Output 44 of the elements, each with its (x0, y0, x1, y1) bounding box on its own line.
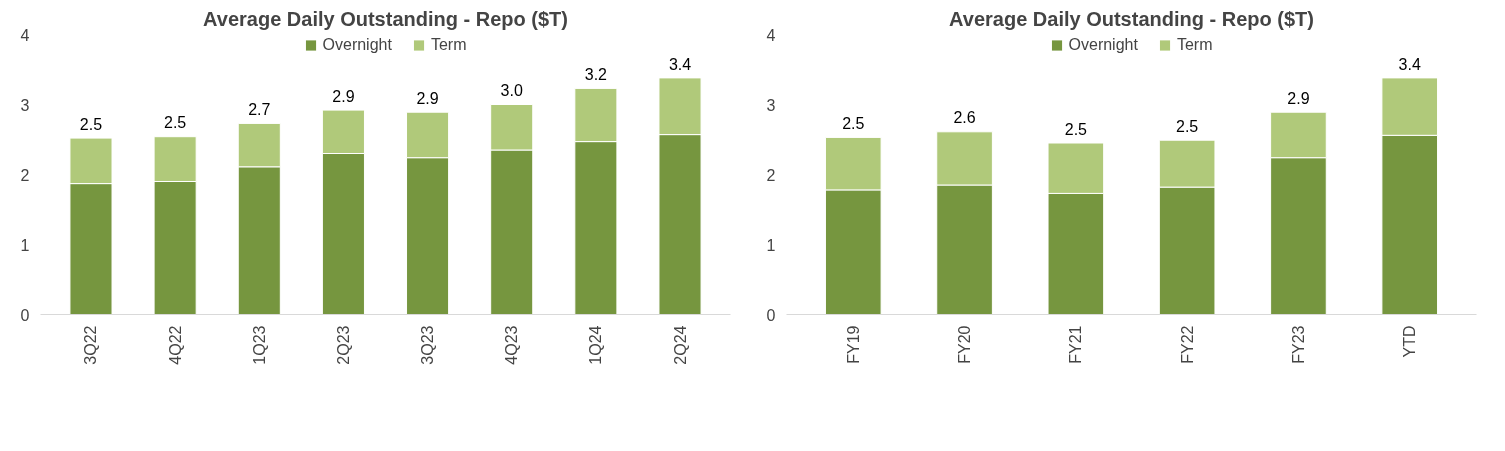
x-tick-label: FY19 (844, 325, 862, 364)
legend-label: Term (430, 36, 467, 54)
y-tick-label: 4 (20, 26, 30, 44)
x-tick-label: 3Q22 (82, 325, 100, 365)
total-label: 2.9 (1287, 89, 1310, 107)
x-tick-label: YTD (1401, 325, 1419, 358)
total-label: 3.0 (500, 82, 523, 100)
x-tick-label: FY20 (956, 325, 974, 364)
total-label: 3.4 (1398, 55, 1421, 73)
total-label: 3.2 (584, 66, 608, 83)
x-tick-label: FY23 (1289, 325, 1307, 364)
total-label: 2.5 (79, 115, 103, 133)
x-tick-label: 1Q23 (250, 325, 268, 365)
x-tick-label: 4Q22 (166, 325, 184, 365)
x-tick-label: 2Q23 (334, 325, 352, 365)
x-tick-label: FY21 (1067, 325, 1085, 364)
total-label: 2.9 (332, 87, 355, 105)
y-tick-label: 0 (766, 306, 776, 324)
total-label: 2.5 (164, 114, 187, 132)
total-label: 2.5 (1176, 117, 1199, 135)
x-tick-label: FY22 (1178, 325, 1196, 364)
chart-title: Average Daily Outstanding - Repo ($T) (203, 7, 568, 30)
total-label: 2.5 (842, 115, 865, 132)
x-tick-label: 1Q24 (587, 325, 605, 365)
y-tick-label: 2 (20, 166, 30, 184)
y-tick-label: 2 (766, 166, 776, 184)
y-tick-label: 1 (20, 236, 30, 254)
total-label: 2.5 (1064, 120, 1088, 138)
y-tick-label: 3 (766, 96, 776, 114)
total-label: 3.4 (668, 55, 692, 73)
total-label: 2.7 (248, 101, 271, 118)
x-tick-label: 3Q23 (419, 325, 437, 365)
y-tick-label: 0 (20, 306, 30, 324)
chart-title: Average Daily Outstanding - Repo ($T) (949, 7, 1314, 30)
y-tick-label: 1 (766, 236, 776, 254)
legend-label: Overnight (1068, 36, 1138, 54)
legend-label: Overnight (322, 36, 392, 54)
legend-label: Term (1176, 36, 1213, 54)
total-label: 2.6 (953, 109, 976, 127)
x-tick-label: 2Q24 (671, 325, 689, 365)
y-tick-label: 4 (766, 26, 776, 44)
y-tick-label: 3 (20, 96, 30, 114)
x-tick-label: 4Q23 (503, 325, 521, 365)
total-label: 2.9 (416, 89, 439, 107)
